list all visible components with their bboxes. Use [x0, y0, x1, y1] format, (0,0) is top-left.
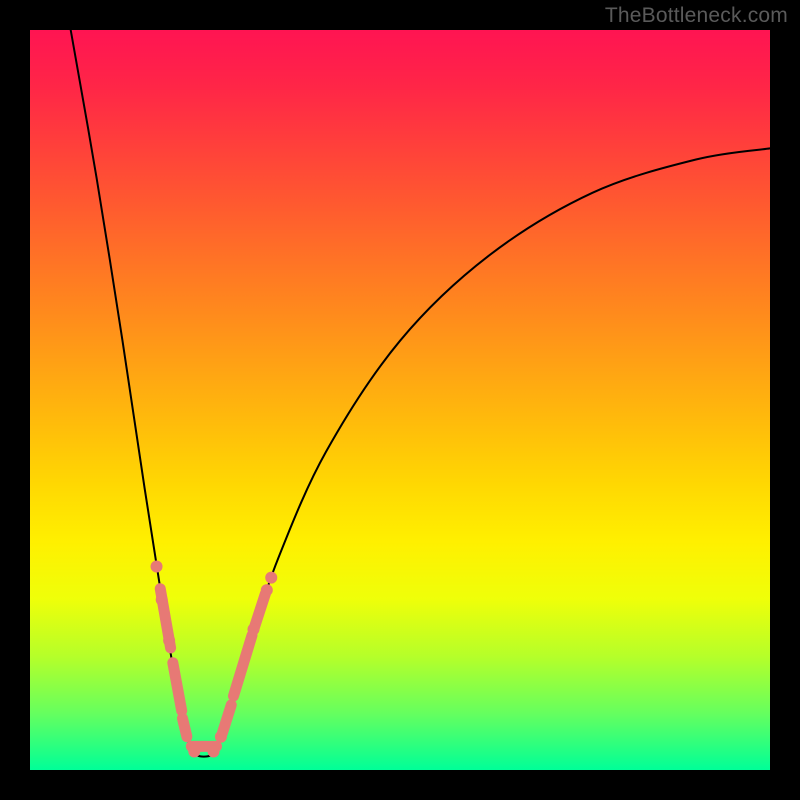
- data-segment-marker: [254, 594, 265, 628]
- data-segment-marker: [234, 635, 253, 696]
- data-segment-marker: [222, 705, 231, 733]
- data-point-marker: [208, 746, 220, 758]
- curve-svg: [30, 30, 770, 770]
- data-point-marker: [261, 584, 273, 596]
- data-point-marker: [247, 623, 259, 635]
- data-point-marker: [265, 572, 277, 584]
- data-point-marker: [156, 594, 168, 606]
- data-segment-marker: [182, 718, 186, 737]
- marker-layer: [151, 561, 278, 758]
- data-point-marker: [188, 746, 200, 758]
- plot-area: [30, 30, 770, 770]
- watermark-text: TheBottleneck.com: [605, 4, 788, 28]
- chart-frame: TheBottleneck.com: [0, 0, 800, 800]
- data-point-marker: [163, 635, 175, 647]
- data-point-marker: [151, 561, 163, 573]
- data-point-marker: [215, 731, 227, 743]
- data-segment-marker: [173, 663, 182, 711]
